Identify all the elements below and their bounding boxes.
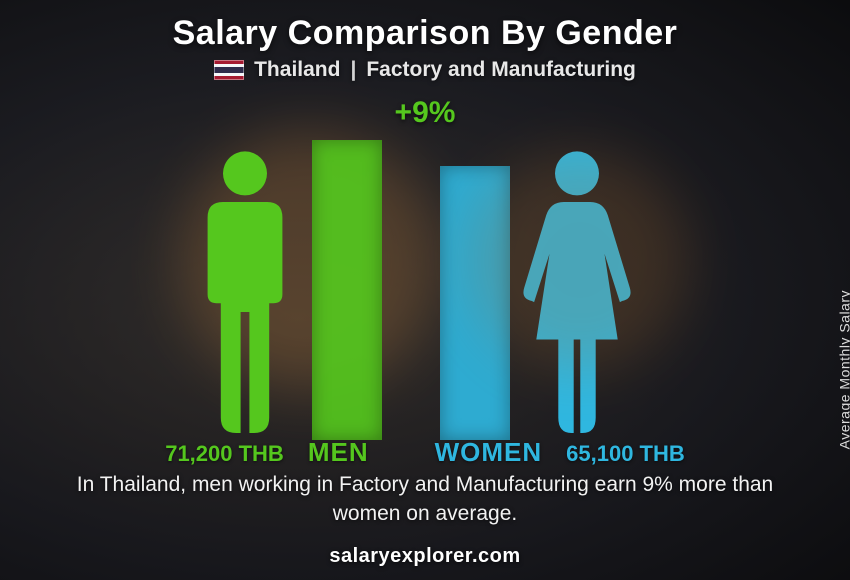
men-group	[190, 140, 382, 440]
women-salary-value: 65,100 THB	[566, 441, 685, 467]
women-label: WOMEN	[435, 437, 543, 468]
delta-label: +9%	[395, 96, 456, 130]
subtitle-sector: Factory and Manufacturing	[366, 58, 636, 82]
thailand-flag-icon	[214, 60, 244, 80]
women-group	[440, 140, 632, 440]
men-label: MEN	[308, 437, 369, 468]
gender-salary-chart: +9%	[0, 100, 850, 440]
subtitle-row: Thailand | Factory and Manufacturing	[0, 58, 850, 82]
male-figure-icon	[190, 140, 300, 440]
infographic-stage: Salary Comparison By Gender Thailand | F…	[0, 0, 850, 580]
page-title: Salary Comparison By Gender	[0, 14, 850, 53]
men-bar	[312, 140, 382, 440]
source-footer: salaryexplorer.com	[0, 545, 850, 568]
subtitle-separator: |	[350, 58, 356, 82]
summary-text: In Thailand, men working in Factory and …	[60, 471, 790, 528]
women-bar	[440, 166, 510, 440]
subtitle-country: Thailand	[254, 58, 340, 82]
labels-row: 71,200 THB MEN WOMEN 65,100 THB	[0, 437, 850, 468]
men-salary-value: 71,200 THB	[165, 441, 284, 467]
female-figure-icon	[522, 140, 632, 440]
